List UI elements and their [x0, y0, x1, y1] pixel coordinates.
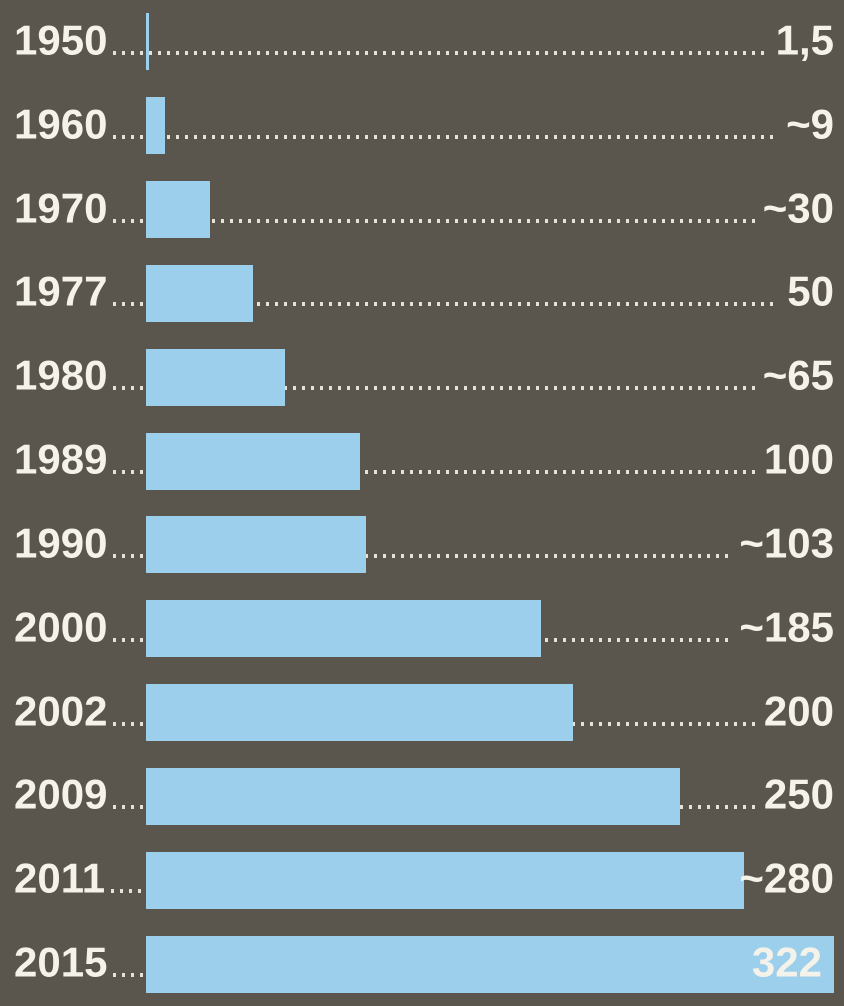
bar	[146, 97, 166, 155]
chart-row: 1980 ~65	[0, 335, 844, 419]
value-label: ~30	[762, 183, 834, 231]
bar	[146, 516, 367, 574]
year-label: 2011	[14, 854, 106, 902]
leader-dots	[113, 134, 778, 139]
value-label: 322	[751, 938, 822, 986]
value-label: ~280	[739, 854, 834, 902]
year-label: 2002	[14, 686, 108, 734]
bar	[146, 600, 542, 658]
bar	[146, 181, 211, 239]
chart-row: 1960 ~9	[0, 84, 844, 168]
chart-row: 2009 250	[0, 754, 844, 838]
leader-dots	[113, 218, 755, 223]
leader-dots	[113, 553, 731, 558]
year-label: 1950	[14, 16, 108, 64]
bar	[146, 264, 253, 322]
value-label: ~65	[762, 351, 834, 399]
bar	[146, 767, 681, 825]
value-label: ~103	[739, 519, 834, 567]
leader-dots	[113, 51, 768, 55]
year-label: 1977	[14, 267, 108, 315]
chart-row: 1977 50	[0, 251, 844, 335]
bar	[146, 935, 834, 993]
bar	[146, 13, 150, 71]
year-label: 2000	[14, 603, 108, 651]
year-label: 1980	[14, 351, 108, 399]
year-label: 1990	[14, 519, 108, 567]
value-label: ~185	[739, 603, 834, 651]
value-label: 200	[763, 686, 834, 734]
value-label: 100	[763, 435, 834, 483]
chart-row: 2002 200	[0, 671, 844, 755]
leader-dots	[113, 302, 779, 307]
leader-dots	[113, 470, 756, 475]
chart-row: 1970 ~30	[0, 168, 844, 252]
value-label: 1,5	[775, 16, 834, 64]
year-label: 2009	[14, 770, 108, 818]
chart-row: 2000 ~185	[0, 587, 844, 671]
chart-row: 2011 ~280	[0, 838, 844, 922]
year-label: 2015	[14, 938, 108, 986]
chart-row: 1989 100	[0, 419, 844, 503]
value-label: 50	[787, 267, 834, 315]
bar	[146, 684, 574, 742]
year-label: 1960	[14, 100, 108, 148]
value-label: 250	[763, 770, 834, 818]
year-label: 1970	[14, 183, 108, 231]
value-label: ~9	[786, 100, 834, 148]
bar	[146, 851, 745, 909]
bar	[146, 432, 360, 490]
chart-row: 1950 1,5	[0, 0, 844, 84]
bar	[146, 348, 285, 406]
year-label: 1989	[14, 435, 108, 483]
leader-dots	[113, 386, 755, 391]
chart-row: 2015 322	[0, 922, 844, 1006]
chart-row: 1990 ~103	[0, 503, 844, 587]
